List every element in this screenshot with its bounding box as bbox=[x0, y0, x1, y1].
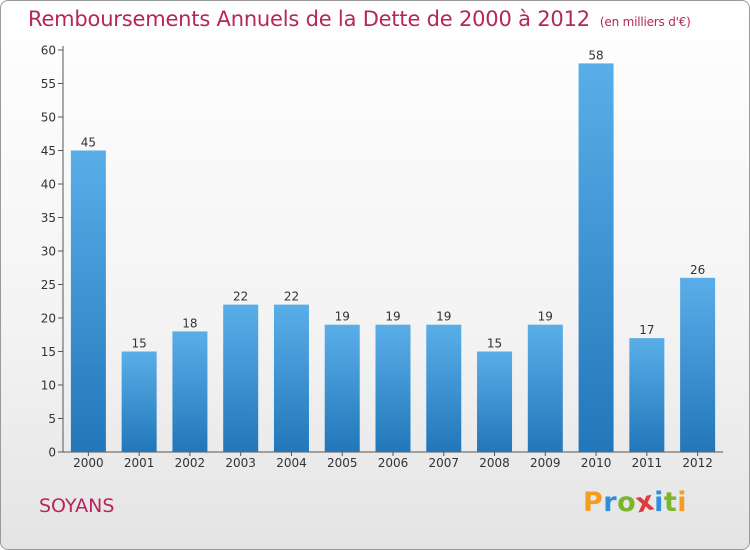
data-label-2006: 19 bbox=[385, 310, 400, 324]
x-tick-label-2002: 2002 bbox=[175, 456, 206, 470]
data-label-2001: 15 bbox=[132, 337, 147, 351]
data-label-2004: 22 bbox=[284, 290, 299, 304]
data-label-2010: 58 bbox=[588, 48, 603, 62]
y-tick-label: 55 bbox=[41, 77, 56, 91]
commune-name: SOYANS bbox=[39, 495, 115, 517]
data-label-2000: 45 bbox=[81, 136, 96, 150]
logo-letter: P bbox=[583, 487, 604, 518]
bar-2000 bbox=[70, 150, 106, 452]
x-tick-label-2007: 2007 bbox=[428, 456, 459, 470]
data-label-2003: 22 bbox=[233, 290, 248, 304]
bar-2011 bbox=[629, 338, 665, 452]
y-tick-label: 15 bbox=[41, 345, 56, 359]
logo-letter: i bbox=[654, 487, 664, 518]
y-tick-label: 35 bbox=[41, 211, 56, 225]
y-tick-label: 5 bbox=[48, 412, 56, 426]
data-label-2011: 17 bbox=[639, 323, 654, 337]
y-tick-label: 40 bbox=[41, 178, 56, 192]
x-tick-label-2000: 2000 bbox=[73, 456, 104, 470]
x-tick-label-2001: 2001 bbox=[124, 456, 155, 470]
y-tick-label: 50 bbox=[41, 111, 56, 125]
bar-2003 bbox=[223, 304, 259, 452]
y-tick-label: 25 bbox=[41, 278, 56, 292]
data-label-2007: 19 bbox=[436, 310, 451, 324]
x-tick-label-2004: 2004 bbox=[276, 456, 307, 470]
data-label-2002: 18 bbox=[182, 316, 197, 330]
data-label-2009: 19 bbox=[538, 310, 553, 324]
bar-2009 bbox=[527, 324, 563, 452]
bar-2002 bbox=[172, 331, 208, 452]
bar-2004 bbox=[273, 304, 309, 452]
y-tick-label: 0 bbox=[48, 446, 56, 460]
logo-letter: o bbox=[617, 487, 637, 518]
bar-2007 bbox=[426, 324, 462, 452]
x-tick-label-2003: 2003 bbox=[225, 456, 256, 470]
bar-2006 bbox=[375, 324, 411, 452]
logo-letter: t bbox=[663, 487, 678, 518]
x-tick-label-2006: 2006 bbox=[378, 456, 409, 470]
y-tick-label: 30 bbox=[41, 245, 56, 259]
x-tick-label-2008: 2008 bbox=[479, 456, 510, 470]
bar-2012 bbox=[680, 277, 716, 452]
data-label-2005: 19 bbox=[335, 310, 350, 324]
chart-title: Remboursements Annuels de la Dette de 20… bbox=[28, 7, 691, 31]
y-tick-label: 20 bbox=[41, 312, 56, 326]
x-tick-label-2009: 2009 bbox=[530, 456, 561, 470]
bar-2008 bbox=[477, 351, 513, 452]
x-tick-label-2005: 2005 bbox=[327, 456, 358, 470]
y-tick-label: 45 bbox=[41, 144, 56, 158]
y-tick-label: 10 bbox=[41, 379, 56, 393]
bar-2010 bbox=[578, 63, 614, 453]
bar-2005 bbox=[324, 324, 360, 452]
proxiti-logo: Proxiti bbox=[583, 485, 688, 519]
bar-2001 bbox=[121, 351, 157, 452]
logo-letter: r bbox=[603, 487, 618, 518]
x-tick-label-2010: 2010 bbox=[581, 456, 612, 470]
x-tick-label-2011: 2011 bbox=[632, 456, 663, 470]
data-label-2012: 26 bbox=[690, 263, 705, 277]
y-tick-label: 60 bbox=[41, 44, 56, 58]
logo-letter: i bbox=[677, 487, 688, 518]
data-label-2008: 15 bbox=[487, 337, 502, 351]
chart-subtitle: (en milliers d'€) bbox=[599, 15, 691, 29]
x-tick-label-2012: 2012 bbox=[682, 456, 713, 470]
title-text: Remboursements Annuels de la Dette de 20… bbox=[28, 7, 590, 31]
